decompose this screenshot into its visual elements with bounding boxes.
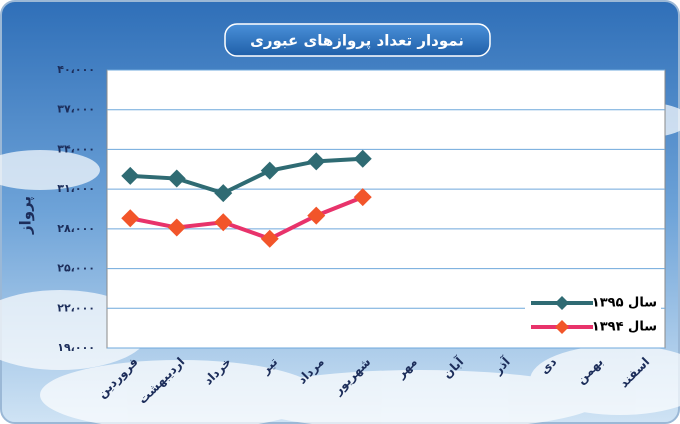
y-tick-label: ۱۹،۰۰۰ [57, 341, 95, 354]
y-tick-label: ۲۸،۰۰۰ [57, 222, 95, 235]
y-axis-label: پرواز [17, 196, 36, 235]
y-tick-label: ۳۷،۰۰۰ [57, 103, 95, 116]
y-tick-label: ۳۱،۰۰۰ [57, 182, 95, 195]
chart: نمودار تعداد پروازهای عبوری پرواز ۱۹،۰۰۰… [0, 0, 680, 424]
y-tick-label: ۴۰،۰۰۰ [57, 63, 95, 76]
y-tick-label: ۲۵،۰۰۰ [57, 262, 95, 275]
y-tick-label: ۲۲،۰۰۰ [57, 301, 95, 314]
legend-label: سال ۱۳۹۵ [592, 296, 657, 311]
y-tick-label: ۳۴،۰۰۰ [57, 142, 95, 155]
legend-label: سال ۱۳۹۴ [592, 320, 657, 335]
chart-title: نمودار تعداد پروازهای عبوری [250, 32, 464, 51]
